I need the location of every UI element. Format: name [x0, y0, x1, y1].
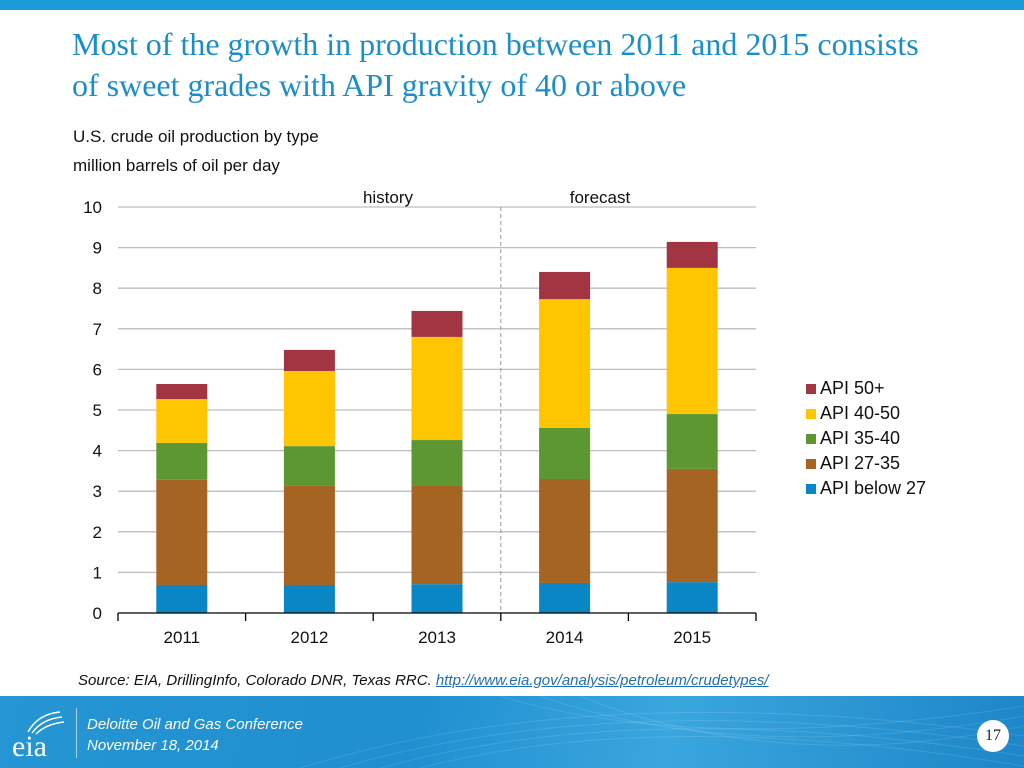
x-tick-label: 2015: [673, 628, 711, 647]
legend-label: API 27-35: [820, 453, 901, 473]
legend-swatch: [806, 383, 816, 394]
eia-logo-icon: eia: [12, 711, 65, 760]
bar-segment-api-27-35-2011: [156, 479, 208, 585]
bar-segment-api-50--2015: [666, 241, 718, 268]
bar-segment-api-below-27-2012: [283, 584, 335, 613]
bar-segment-api-40-50-2012: [283, 371, 335, 447]
bar-segment-api-35-40-2015: [666, 414, 718, 469]
event-date: November 18, 2014: [87, 737, 219, 754]
bar-segment-api-35-40-2013: [411, 440, 463, 486]
legend-item: API below 27: [806, 476, 926, 501]
legend-label: API 40-50: [820, 403, 901, 423]
bar-segment-api-35-40-2011: [156, 442, 208, 480]
svg-text:eia: eia: [12, 730, 47, 760]
bar-segment-api-50--2011: [156, 384, 208, 400]
y-tick-label: 3: [93, 482, 102, 501]
page-number: 17: [977, 720, 1009, 752]
legend-item: API 40-50: [806, 401, 926, 426]
legend-swatch: [806, 433, 816, 444]
y-tick-label: 5: [93, 401, 102, 420]
source-link[interactable]: http://www.eia.gov/analysis/petroleum/cr…: [435, 672, 769, 689]
y-tick-label: 2: [93, 523, 102, 542]
bars: [156, 241, 718, 613]
bar-segment-api-27-35-2012: [283, 485, 335, 585]
bar-segment-api-35-40-2012: [283, 446, 335, 486]
legend-label: API 50+: [820, 378, 885, 398]
source-note: Source: EIA, DrillingInfo, Colorado DNR,…: [78, 672, 769, 689]
bar-segment-api-40-50-2014: [539, 299, 591, 428]
x-tick-label: 2012: [290, 628, 328, 647]
y-tick-label: 8: [93, 279, 102, 298]
footer-wave-pattern: [299, 696, 1024, 768]
slide-title: Most of the growth in production between…: [72, 26, 919, 103]
bar-segment-api-below-27-2013: [411, 584, 463, 613]
legend-swatch: [806, 483, 816, 494]
bar-segment-api-40-50-2015: [666, 267, 718, 415]
footer-divider: [76, 708, 77, 758]
chart-units: million barrels of oil per day: [73, 156, 280, 175]
bar-segment-api-50--2013: [411, 310, 463, 337]
bar-segment-api-below-27-2011: [156, 584, 208, 613]
y-tick-label: 4: [93, 442, 102, 461]
legend-item: API 27-35: [806, 451, 926, 476]
bar-segment-api-50--2014: [539, 271, 591, 300]
y-tick-label: 6: [93, 360, 102, 379]
bar-segment-api-35-40-2014: [539, 427, 591, 480]
top-accent-bar: [0, 0, 1024, 10]
y-tick-label: 10: [83, 198, 102, 217]
y-tick-label: 0: [93, 604, 102, 623]
legend-label: API 35-40: [820, 428, 901, 448]
event-name: Deloitte Oil and Gas Conference: [87, 716, 303, 733]
x-tick-label: 2011: [164, 628, 201, 647]
legend-item: API 35-40: [806, 426, 926, 451]
legend-swatch: [806, 408, 816, 419]
chart-subtitle-line1: U.S. crude oil production by type: [73, 127, 319, 146]
legend-label: API below 27: [820, 478, 927, 498]
footer-banner: eia Deloitte Oil and Gas Conference Nove…: [0, 696, 1024, 768]
legend-swatch: [806, 458, 816, 469]
bar-segment-api-below-27-2014: [539, 582, 591, 613]
axis-labels: 0 1 2 3 4 5 6 7 8 9 10 2011 2012 2013 2014 2015 history f…: [83, 188, 711, 647]
legend-item: API 50+: [806, 376, 926, 401]
axes: [117, 207, 757, 621]
bar-segment-api-40-50-2011: [156, 399, 208, 443]
source-text: Source: EIA, DrillingInfo, Colorado DNR,…: [78, 672, 436, 689]
bar-segment-api-27-35-2014: [539, 479, 591, 583]
bar-segment-api-50--2012: [283, 349, 335, 372]
y-tick-label: 7: [93, 320, 102, 339]
chart-legend: API 50+ API 40-50 API 35-40 API 27-35 API be…: [806, 376, 926, 501]
bar-segment-api-27-35-2015: [666, 468, 718, 583]
chart-subtitle: U.S. crude oil production by type millio…: [73, 122, 319, 180]
footer-text: Deloitte Oil and Gas Conference November…: [87, 714, 303, 756]
bar-segment-api-below-27-2015: [666, 582, 718, 613]
y-tick-label: 1: [93, 563, 102, 582]
bar-segment-api-40-50-2013: [411, 336, 463, 441]
x-tick-label: 2014: [546, 628, 584, 647]
y-tick-label: 9: [93, 239, 102, 258]
annotation-forecast: forecast: [570, 188, 631, 207]
annotation-history: history: [363, 188, 414, 207]
bar-segment-api-27-35-2013: [411, 485, 463, 585]
x-tick-label: 2013: [418, 628, 456, 647]
